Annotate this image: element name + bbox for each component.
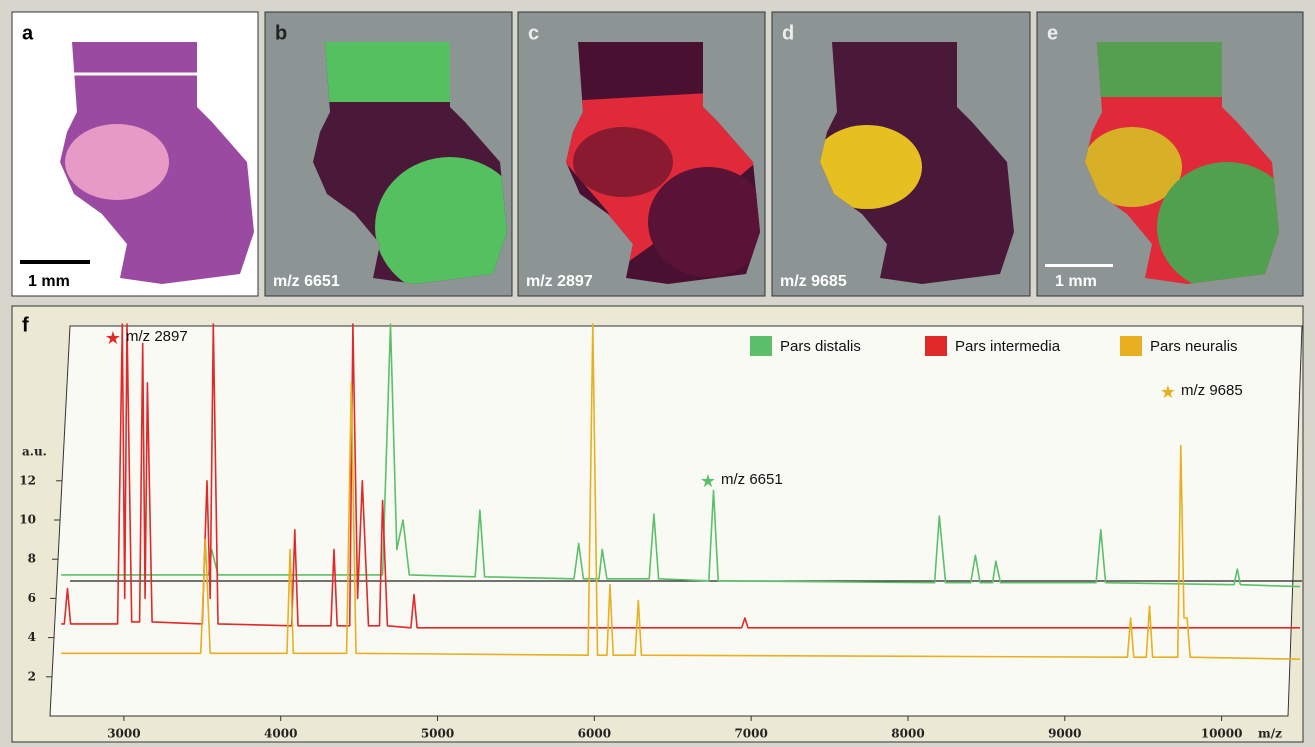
x-tick-label: 10000 [1201, 727, 1243, 741]
legend-label: Pars distalis [780, 338, 861, 355]
x-tick-label: 4000 [264, 727, 297, 741]
scale-label: 1 mm [28, 273, 70, 290]
figure: a 1 mm b m/z 6651 c m/z 2897 d m/z 96 [0, 0, 1315, 747]
annotation-label: m/z 2897 [126, 328, 188, 345]
scale-label: 1 mm [1055, 273, 1097, 290]
legend-swatch [925, 336, 947, 356]
legend-label: Pars neuralis [1150, 338, 1238, 355]
x-tick-label: 5000 [421, 727, 454, 741]
x-tick-label: 9000 [1048, 727, 1081, 741]
legend-label: Pars intermedia [955, 338, 1061, 355]
panel-label: c [528, 22, 539, 44]
panel-caption: m/z 2897 [526, 273, 593, 290]
annotation-label: m/z 6651 [721, 471, 783, 488]
scale-bar [1045, 264, 1113, 267]
y-tick-label: 8 [28, 552, 36, 566]
legend-swatch [1120, 336, 1142, 356]
panel-caption: m/z 6651 [273, 273, 340, 290]
panel-label: d [782, 22, 794, 44]
panel-caption: m/z 9685 [780, 273, 847, 290]
annotation-star: ★ [1160, 382, 1176, 402]
x-tick-label: 3000 [107, 727, 140, 741]
annotation-label: m/z 9685 [1181, 382, 1243, 399]
y-tick-label: 10 [19, 513, 36, 527]
panel-label: a [22, 22, 34, 44]
panel-e: e 1 mm [1037, 12, 1303, 296]
y-tick-label: 12 [19, 473, 36, 487]
panel-label: f [22, 314, 29, 336]
panel-label: e [1047, 22, 1058, 44]
annotation-star: ★ [105, 328, 121, 348]
y-tick-label: 6 [28, 591, 36, 605]
scale-bar [20, 260, 90, 264]
x-tick-label: 6000 [578, 727, 611, 741]
x-axis-label: m/z [1258, 727, 1282, 741]
panel-label: b [275, 22, 287, 44]
y-axis-label: a.u. [22, 445, 47, 459]
panel-d: d m/z 9685 [772, 12, 1030, 296]
x-tick-label: 8000 [891, 727, 924, 741]
y-tick-label: 4 [28, 630, 36, 644]
x-tick-label: 7000 [734, 727, 767, 741]
y-tick-label: 2 [28, 669, 36, 683]
legend-swatch [750, 336, 772, 356]
annotation-star: ★ [700, 471, 716, 491]
panel-a: a 1 mm [12, 12, 258, 296]
panel-c: c m/z 2897 [518, 12, 768, 296]
panel-b: b m/z 6651 [265, 12, 525, 297]
